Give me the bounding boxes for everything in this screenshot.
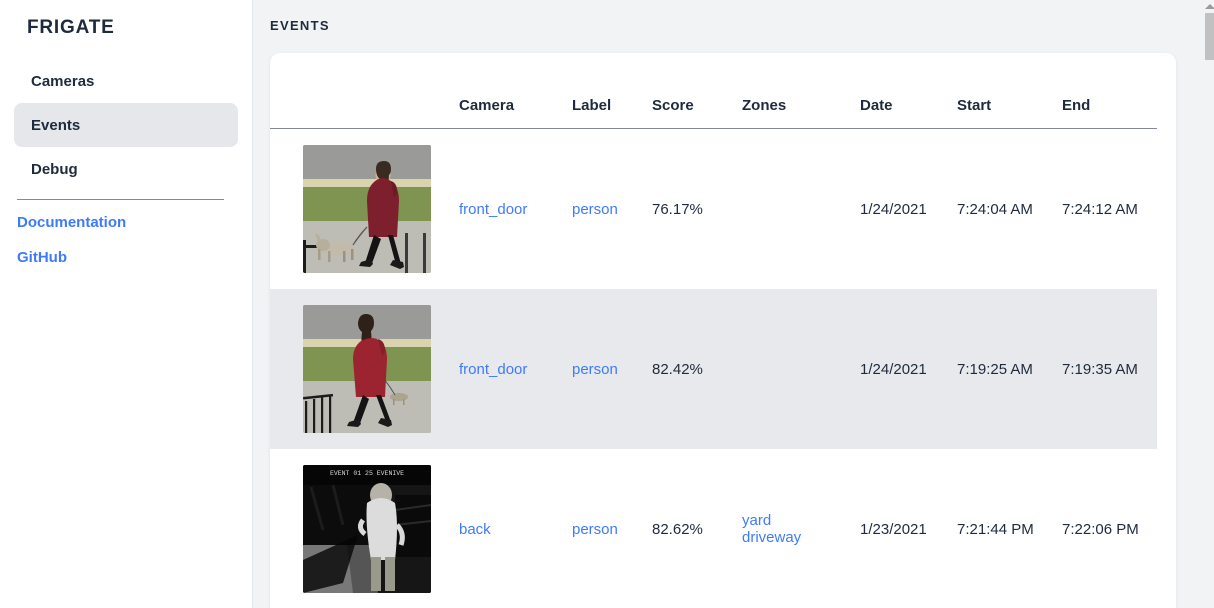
svg-text:EVENT 01 25 EVENIVE: EVENT 01 25 EVENIVE: [330, 470, 404, 477]
